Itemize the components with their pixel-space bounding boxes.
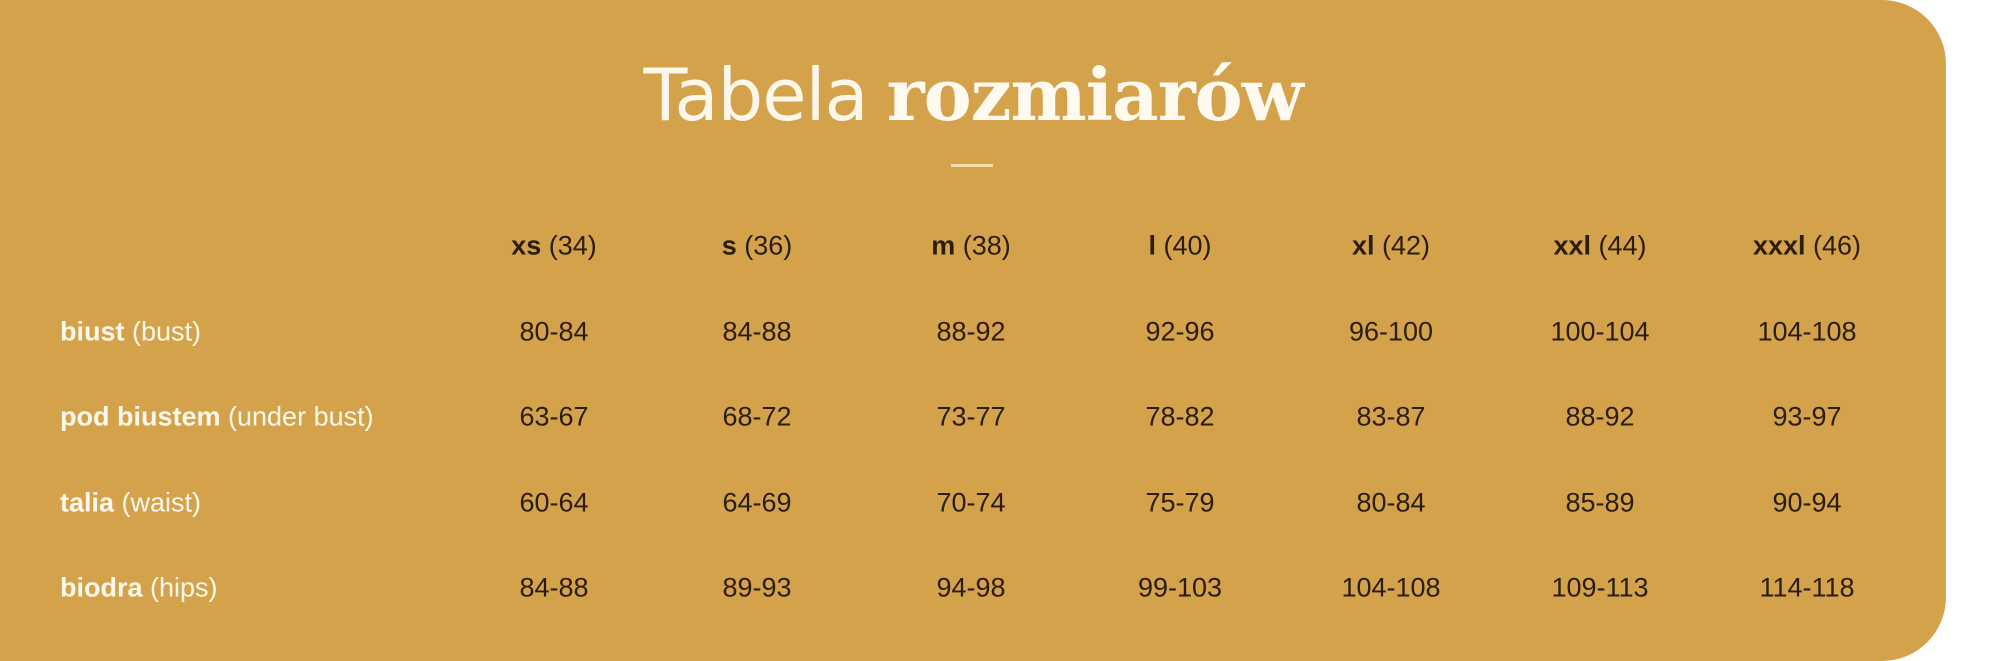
table-cell: 89-93 <box>722 572 792 603</box>
table-cell: 92-96 <box>1145 316 1215 347</box>
table-cell: 85-89 <box>1565 487 1635 518</box>
table-cell: 109-113 <box>1551 572 1649 603</box>
size-label: xxxl <box>1752 230 1806 261</box>
measure-translation: (hips) <box>150 572 218 603</box>
size-label: xs <box>511 230 542 261</box>
measure-translation: (waist) <box>121 487 202 518</box>
table-cell: 63-67 <box>519 401 589 432</box>
page-title: Tabela rozmiarów <box>0 50 1946 141</box>
size-label: xl <box>1351 230 1375 261</box>
eu-size: (38) <box>962 230 1011 261</box>
table-cell: 94-98 <box>936 572 1006 603</box>
measure-name: biust <box>60 316 125 347</box>
column-header-l: l (40) <box>1148 231 1211 262</box>
title-divider <box>951 164 993 167</box>
table-cell: 104-108 <box>1757 316 1857 347</box>
eu-size: (36) <box>744 230 793 261</box>
table-cell: 96-100 <box>1348 316 1434 347</box>
column-header-xxxl: xxxl (46) <box>1753 231 1861 262</box>
table-cell: 73-77 <box>936 401 1006 432</box>
table-cell: 93-97 <box>1772 401 1842 432</box>
table-cell: 100-104 <box>1550 316 1650 347</box>
row-label: biust (bust) <box>60 317 201 348</box>
eu-size: (34) <box>548 230 597 261</box>
measure-translation: (under bust) <box>228 401 374 432</box>
column-header-xs: xs (34) <box>511 231 597 262</box>
table-cell: 68-72 <box>722 401 792 432</box>
measure-translation: (bust) <box>132 316 202 347</box>
table-cell: 80-84 <box>1356 487 1426 518</box>
eu-size: (42) <box>1382 230 1431 261</box>
table-cell: 99-103 <box>1137 572 1223 603</box>
column-header-s: s (36) <box>722 231 793 262</box>
eu-size: (46) <box>1813 230 1862 261</box>
column-header-xxl: xxl (44) <box>1553 231 1646 262</box>
table-cell: 84-88 <box>519 572 589 603</box>
row-label: talia (waist) <box>60 488 201 519</box>
size-label: l <box>1148 230 1156 261</box>
table-cell: 64-69 <box>722 487 792 518</box>
table-cell: 88-92 <box>936 316 1006 347</box>
table-cell: 88-92 <box>1565 401 1635 432</box>
eu-size: (40) <box>1163 230 1212 261</box>
size-label: s <box>721 230 737 261</box>
size-label: xxl <box>1553 230 1592 261</box>
size-chart-card: Tabela rozmiarów xs (34) s (36) m (38) l (4… <box>0 0 1946 661</box>
title-light: Tabela <box>643 53 868 137</box>
measure-name: talia <box>60 487 115 518</box>
table-cell: 84-88 <box>722 316 792 347</box>
table-cell: 114-118 <box>1759 572 1855 603</box>
column-header-xl: xl (42) <box>1352 231 1430 262</box>
eu-size: (44) <box>1598 230 1647 261</box>
row-label: pod biustem (under bust) <box>60 402 374 433</box>
table-cell: 83-87 <box>1356 401 1426 432</box>
size-label: m <box>931 230 956 261</box>
table-cell: 90-94 <box>1772 487 1842 518</box>
table-cell: 104-108 <box>1341 572 1441 603</box>
title-bold: rozmiarów <box>886 52 1304 137</box>
table-cell: 80-84 <box>519 316 589 347</box>
column-header-m: m (38) <box>931 231 1011 262</box>
table-cell: 70-74 <box>936 487 1006 518</box>
row-label: biodra (hips) <box>60 573 218 604</box>
measure-name: biodra <box>60 572 143 603</box>
table-cell: 75-79 <box>1145 487 1215 518</box>
measure-name: pod biustem <box>60 401 221 432</box>
table-cell: 78-82 <box>1145 401 1215 432</box>
table-cell: 60-64 <box>519 487 589 518</box>
